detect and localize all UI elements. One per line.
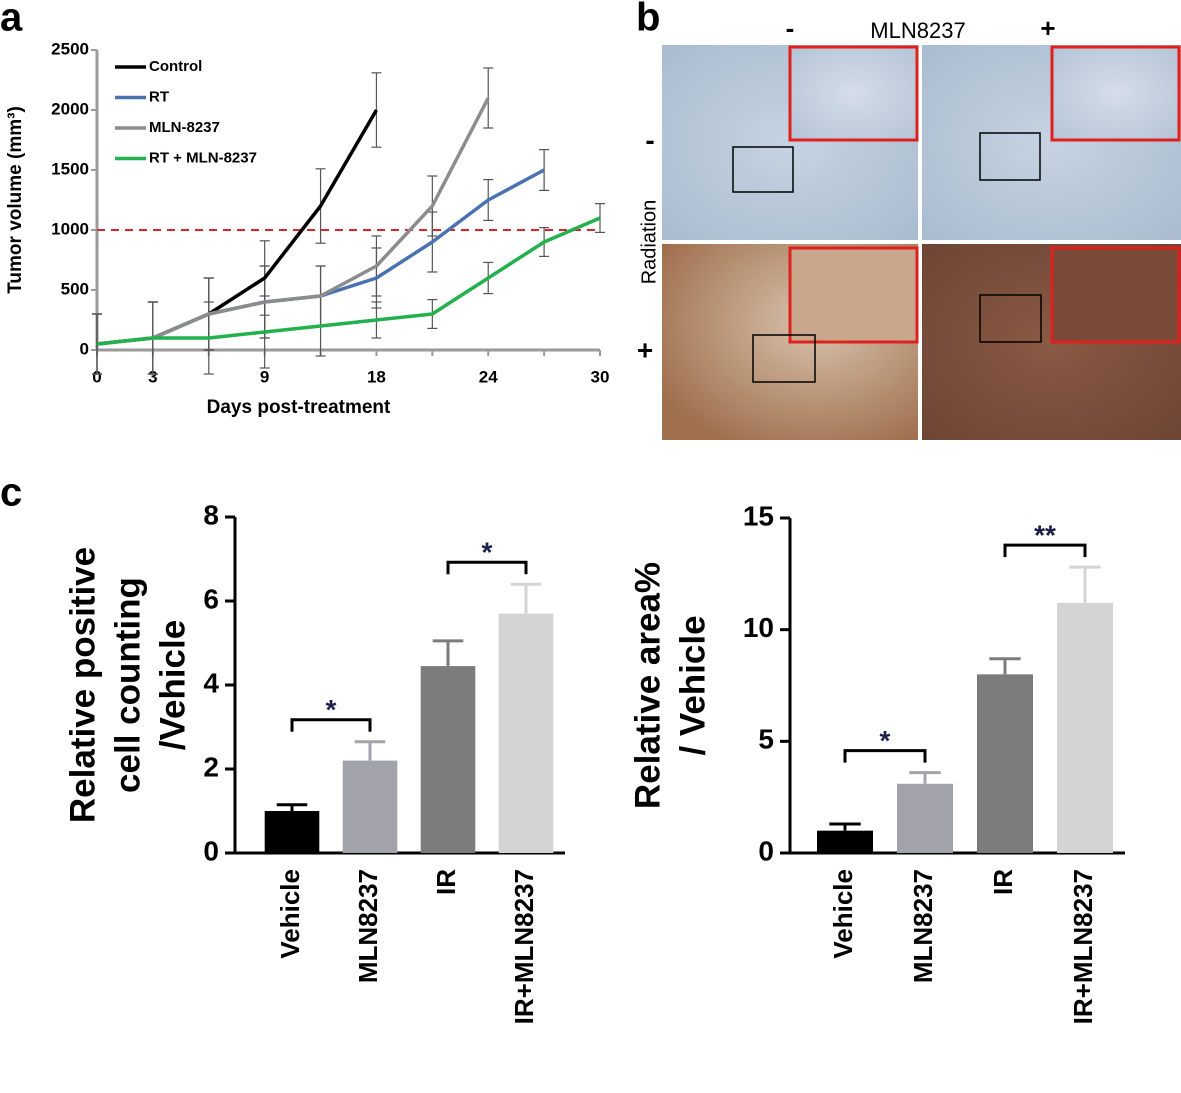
significance-bracket bbox=[446, 560, 528, 575]
panel-label: a bbox=[0, 0, 23, 40]
y-tick-label: 1000 bbox=[51, 219, 89, 238]
significance-label: * bbox=[880, 725, 891, 756]
error-bar bbox=[432, 639, 464, 667]
y-tick-label: 0 bbox=[203, 835, 219, 866]
y-tick-label: 5 bbox=[758, 724, 774, 755]
y-axis-label: Relative positive bbox=[63, 547, 102, 823]
x-tick-label: 3 bbox=[148, 367, 157, 386]
error-bar bbox=[829, 822, 861, 831]
micrographs bbox=[662, 45, 1181, 440]
significance-label: ** bbox=[1034, 520, 1056, 551]
y-axis-label: / Vehicle bbox=[673, 615, 712, 755]
panel-label: b bbox=[636, 0, 660, 40]
series-line bbox=[96, 216, 601, 346]
zoom-inset bbox=[788, 45, 919, 142]
significance-bracket bbox=[290, 718, 372, 732]
series-line bbox=[96, 97, 490, 346]
error-bar bbox=[1069, 565, 1101, 603]
y-tick-label: 1500 bbox=[51, 159, 89, 178]
x-tick-label: 0 bbox=[92, 367, 101, 386]
bar bbox=[1057, 602, 1113, 853]
significance-label: * bbox=[326, 694, 337, 725]
x-tick-label: IR bbox=[431, 869, 461, 895]
y-tick-label: 4 bbox=[203, 667, 219, 698]
error-bar bbox=[989, 657, 1021, 675]
y-tick-label: 2500 bbox=[51, 39, 89, 58]
x-tick-label: IR+MLN8237 bbox=[1068, 869, 1098, 1024]
x-tick-label: IR bbox=[988, 869, 1018, 895]
bar bbox=[977, 674, 1033, 853]
region-box bbox=[979, 132, 1041, 181]
panel-label: c bbox=[0, 471, 22, 515]
zoom-inset bbox=[1050, 246, 1181, 344]
y-axis-label: Tumor volume (mm³) bbox=[5, 106, 26, 294]
significance-label: * bbox=[482, 537, 493, 568]
bar bbox=[342, 760, 398, 853]
x-axis-label: Days post-treatment bbox=[207, 397, 391, 418]
column-header: MLN8237 bbox=[870, 18, 965, 43]
region-box bbox=[752, 334, 816, 383]
row-header: Radiation bbox=[638, 200, 660, 285]
region-box bbox=[732, 146, 794, 193]
zoom-inset bbox=[788, 246, 919, 344]
legend-label: RT + MLN-8237 bbox=[149, 149, 257, 166]
x-tick-label: MLN8237 bbox=[908, 869, 938, 983]
row-sign: - bbox=[645, 124, 654, 155]
bar bbox=[897, 783, 953, 853]
y-axis-label: Relative area% bbox=[628, 562, 667, 809]
row-sign: + bbox=[637, 334, 653, 365]
significance-bracket bbox=[1003, 543, 1087, 558]
y-tick-label: 0 bbox=[758, 835, 774, 866]
x-tick-label: Vehicle bbox=[275, 869, 305, 959]
x-tick-label: Vehicle bbox=[828, 869, 858, 959]
y-tick-label: 500 bbox=[61, 279, 89, 298]
bar bbox=[264, 811, 320, 853]
bar bbox=[420, 666, 476, 853]
column-sign: - bbox=[786, 13, 795, 43]
x-tick-label: 18 bbox=[367, 367, 386, 386]
y-tick-label: 8 bbox=[203, 499, 219, 530]
error-bar bbox=[354, 740, 386, 761]
error-bar bbox=[276, 803, 308, 811]
x-tick-label: IR+MLN8237 bbox=[509, 869, 539, 1024]
y-tick-label: 0 bbox=[80, 339, 89, 358]
y-axis-label: cell counting bbox=[108, 577, 147, 793]
x-tick-label: MLN8237 bbox=[353, 869, 383, 983]
x-tick-label: 24 bbox=[479, 367, 498, 386]
y-tick-label: 10 bbox=[743, 612, 774, 643]
error-bar bbox=[909, 771, 941, 784]
y-tick-label: 2 bbox=[203, 751, 219, 782]
column-sign: + bbox=[1040, 13, 1055, 43]
y-tick-label: 6 bbox=[203, 583, 219, 614]
error-bar bbox=[510, 582, 542, 614]
x-tick-label: 9 bbox=[260, 367, 269, 386]
significance-bracket bbox=[843, 749, 927, 763]
legend-label: Control bbox=[149, 58, 202, 75]
y-tick-label: 2000 bbox=[51, 99, 89, 118]
y-tick-label: 15 bbox=[743, 500, 774, 531]
x-tick-label: 30 bbox=[591, 367, 610, 386]
bar bbox=[817, 830, 873, 853]
legend-label: RT bbox=[149, 88, 169, 105]
y-axis-label: /Vehicle bbox=[153, 620, 192, 750]
legend-label: MLN-8237 bbox=[149, 119, 220, 136]
region-box bbox=[979, 294, 1042, 343]
zoom-inset bbox=[1050, 45, 1181, 142]
bar bbox=[498, 613, 554, 853]
